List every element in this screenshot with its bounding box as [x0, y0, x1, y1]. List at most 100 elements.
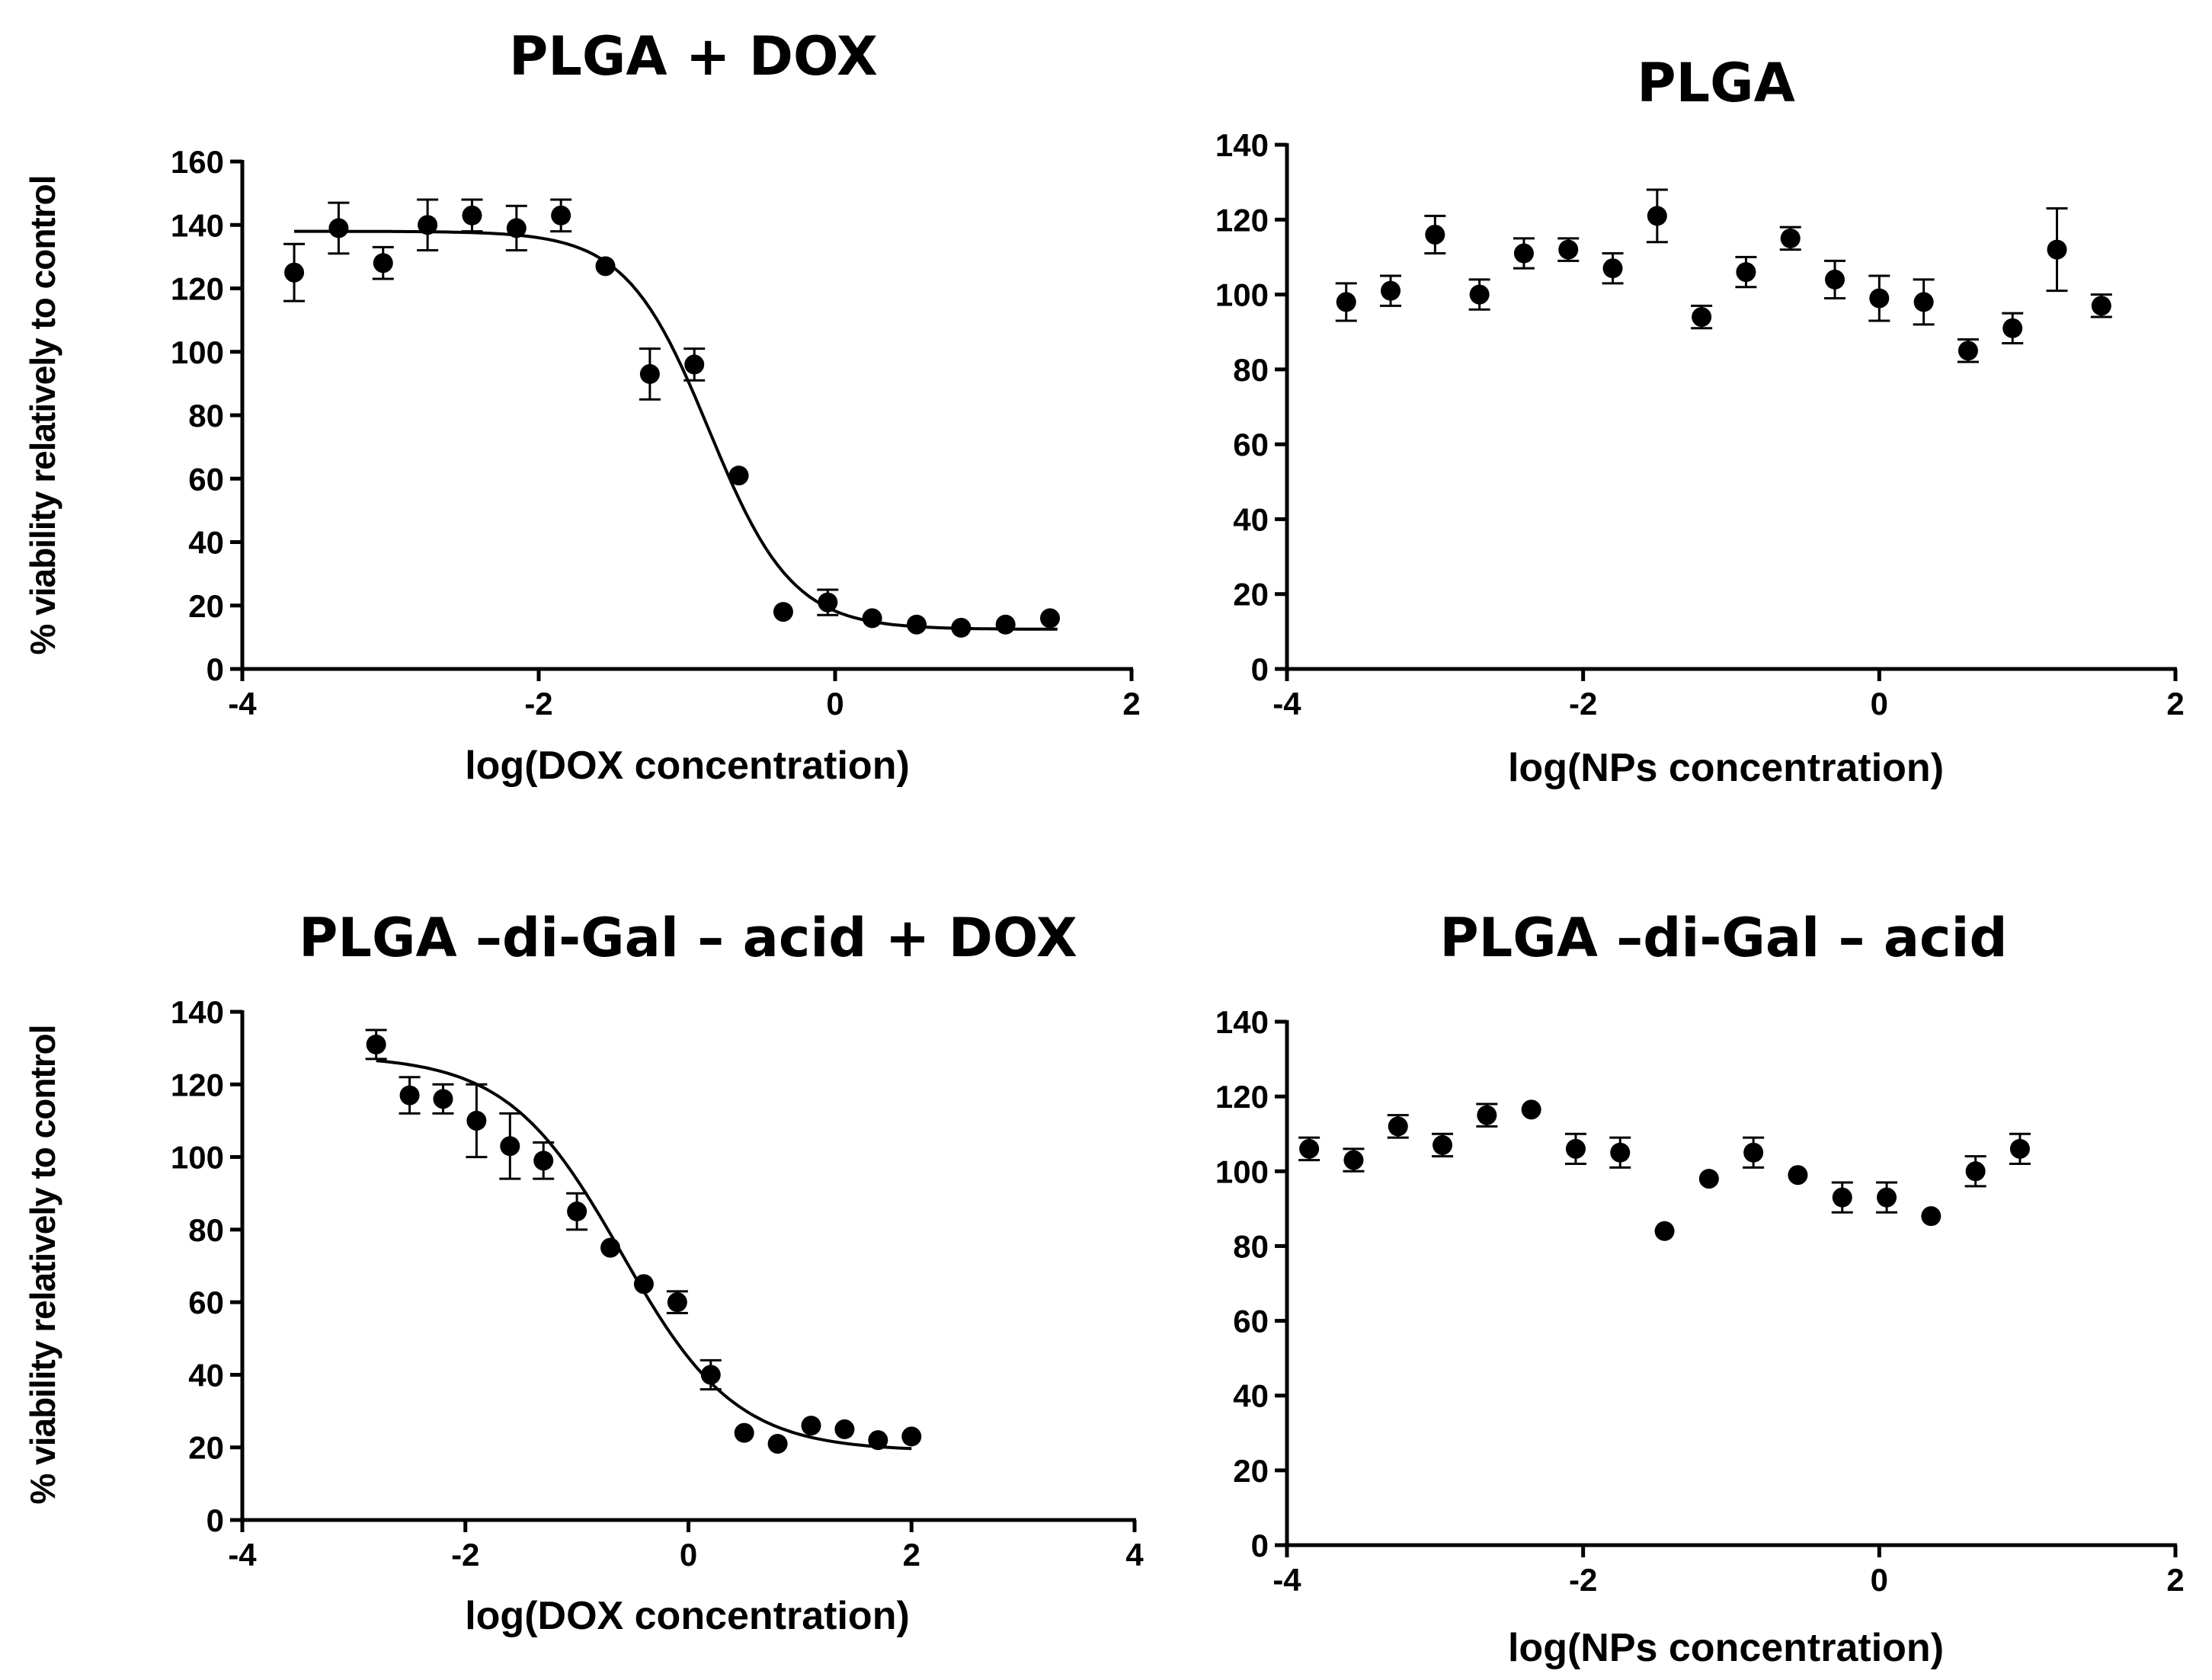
y-tick-label: 40	[1233, 501, 1269, 537]
data-point	[1913, 292, 1934, 312]
data-point	[639, 363, 660, 384]
y-tick-label: 0	[206, 1502, 224, 1538]
data-point	[1788, 1165, 1808, 1186]
data-point	[1692, 307, 1712, 328]
data-point	[767, 1433, 788, 1454]
data-point	[373, 253, 393, 274]
y-tick-label: 80	[188, 398, 224, 434]
data-point	[1965, 1161, 1986, 1182]
x-tick-label: -4	[228, 686, 257, 722]
data-point	[1877, 1187, 1897, 1208]
y-tick-label: 140	[171, 207, 224, 243]
y-tick-label: 0	[1251, 651, 1269, 687]
x-tick-label: -4	[1272, 686, 1301, 722]
data-point	[1513, 243, 1534, 264]
data-point	[1433, 1134, 1453, 1155]
data-point	[366, 1034, 386, 1054]
data-point	[328, 218, 349, 238]
y-tick-label: 60	[188, 461, 224, 497]
data-point	[418, 215, 438, 235]
data-point	[1477, 1105, 1497, 1125]
data-point	[600, 1237, 621, 1258]
y-tick-label: 120	[171, 1067, 224, 1102]
x-tick-label: -2	[451, 1537, 479, 1573]
x-tick-label: -4	[228, 1537, 257, 1573]
data-point	[728, 466, 749, 486]
chart-panel-1: PLGA + DOX 0 20 40 60 80 100 120 140 160 -4 -2 0 2 log…	[23, 25, 1141, 788]
x-tick-label: -2	[524, 686, 552, 722]
y-tick-label: 20	[1233, 577, 1269, 613]
y-tick-label: 0	[1251, 1528, 1269, 1563]
data-point	[1825, 269, 1845, 290]
data-point	[684, 354, 705, 375]
data-point	[1040, 608, 1061, 629]
x-tick-label: 0	[826, 686, 844, 722]
data-point	[433, 1089, 453, 1109]
x-tick-label: 4	[1125, 1537, 1144, 1573]
data-point	[533, 1150, 554, 1171]
data-point	[551, 205, 571, 226]
y-tick-label: 40	[188, 525, 224, 561]
data-point	[595, 256, 616, 277]
y-tick-label: 60	[188, 1285, 224, 1320]
data-point	[773, 602, 793, 622]
data-point	[1654, 1221, 1675, 1241]
data-point	[1521, 1099, 1541, 1120]
data-point	[1780, 228, 1801, 248]
chart-title: PLGA –di-Gal – acid	[1439, 907, 2007, 969]
y-tick-label: 20	[188, 1430, 224, 1466]
y-tick-label: 120	[1215, 1079, 1269, 1115]
y-axis-label: % viability relatively to control	[23, 175, 62, 654]
y-tick-label: 80	[188, 1212, 224, 1248]
chart-title: PLGA –di-Gal – acid + DOX	[299, 907, 1077, 969]
data-point	[901, 1426, 922, 1447]
data-point	[2091, 296, 2111, 316]
data-point	[2009, 1138, 2030, 1159]
data-point	[1565, 1138, 1586, 1159]
y-tick-label: 40	[188, 1357, 224, 1393]
chart-panel-2: PLGA 0 20 40 60 80 100 120 140 -4 -2 0 2 log(NPs conc…	[1215, 52, 2185, 790]
data-point	[1743, 1142, 1764, 1163]
y-tick-label: 140	[1215, 1004, 1269, 1040]
data-point	[868, 1430, 888, 1451]
x-tick-label: 2	[903, 1537, 920, 1573]
data-point	[862, 608, 882, 629]
data-point	[567, 1202, 587, 1222]
data-point	[1610, 1142, 1631, 1163]
data-point	[801, 1416, 821, 1436]
data-point	[1381, 280, 1401, 301]
data-point	[500, 1136, 520, 1157]
y-tick-label: 20	[1233, 1453, 1269, 1489]
data-point	[1958, 341, 1978, 361]
chart-panel-3: PLGA –di-Gal – acid + DOX020406080100120…	[23, 907, 1144, 1638]
x-tick-label: 0	[680, 1537, 697, 1573]
data-point	[1336, 292, 1356, 312]
data-point	[734, 1422, 754, 1443]
data-point	[834, 1419, 855, 1439]
data-point	[462, 205, 482, 226]
y-tick-label: 100	[1215, 277, 1269, 313]
y-tick-label: 120	[1215, 202, 1269, 238]
fit-curve	[376, 1059, 912, 1451]
data-point	[2002, 318, 2023, 338]
y-tick-label: 20	[188, 588, 224, 624]
x-tick-label: 2	[2166, 1562, 2184, 1598]
data-point	[1647, 206, 1667, 226]
y-tick-label: 140	[171, 994, 224, 1030]
x-tick-label: -2	[1569, 686, 1597, 722]
x-axis-label: log(NPs concentration)	[1508, 1626, 1944, 1670]
data-point	[1698, 1169, 1719, 1189]
y-tick-label: 0	[206, 651, 224, 687]
data-point	[1299, 1138, 1320, 1159]
fit-curve	[294, 229, 1058, 631]
data-point	[1921, 1206, 1942, 1227]
chart-panel-4: PLGA –di-Gal – acid020406080100120140-4-…	[1215, 907, 2185, 1670]
data-point	[1869, 288, 1890, 309]
y-tick-label: 160	[171, 144, 224, 180]
x-axis-label: log(DOX concentration)	[465, 744, 910, 788]
y-tick-label: 40	[1233, 1378, 1269, 1414]
data-point	[1343, 1150, 1364, 1170]
data-point	[284, 262, 305, 283]
y-tick-label: 60	[1233, 1304, 1269, 1339]
data-point	[951, 617, 972, 638]
